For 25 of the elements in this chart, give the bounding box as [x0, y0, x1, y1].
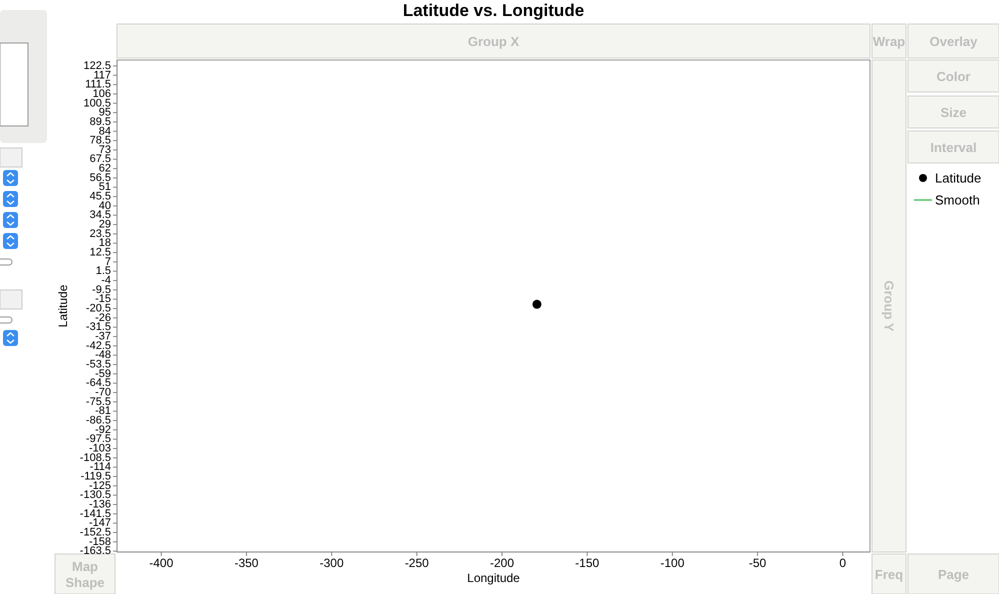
y-tick-label: -152.5 [80, 526, 111, 538]
y-tick-label: 23.5 [90, 228, 111, 240]
y-tick-label: -9.5 [92, 284, 111, 296]
x-tick-label: -400 [149, 556, 174, 570]
x-tick-label: -100 [660, 556, 685, 570]
x-tick-label: -350 [234, 556, 259, 570]
x-tick-label: -250 [404, 556, 430, 570]
y-tick-label: -163.5 [80, 545, 111, 558]
y-tick-label: 106 [92, 88, 111, 100]
x-tick-label: -150 [575, 556, 600, 570]
x-tick-label: -300 [320, 556, 344, 570]
x-tick-label: -200 [490, 556, 514, 570]
y-tick-label: 56.5 [90, 172, 111, 184]
x-tick-label: -50 [748, 556, 767, 570]
chart-title: Latitude vs. Longitude [402, 1, 584, 20]
y-tick-label: 40 [98, 200, 111, 212]
x-tick-label: 0 [839, 556, 846, 570]
y-tick-label: 89.5 [90, 116, 111, 128]
y-tick-label: -136 [88, 498, 111, 510]
y-tick-label: 122.5 [83, 60, 111, 72]
legend-label: Smooth [935, 192, 980, 208]
y-tick-label: 73 [98, 144, 111, 156]
x-axis-title: Longitude [467, 571, 520, 585]
y-axis-title: Latitude [56, 284, 70, 328]
legend-label: Latitude [935, 170, 982, 186]
